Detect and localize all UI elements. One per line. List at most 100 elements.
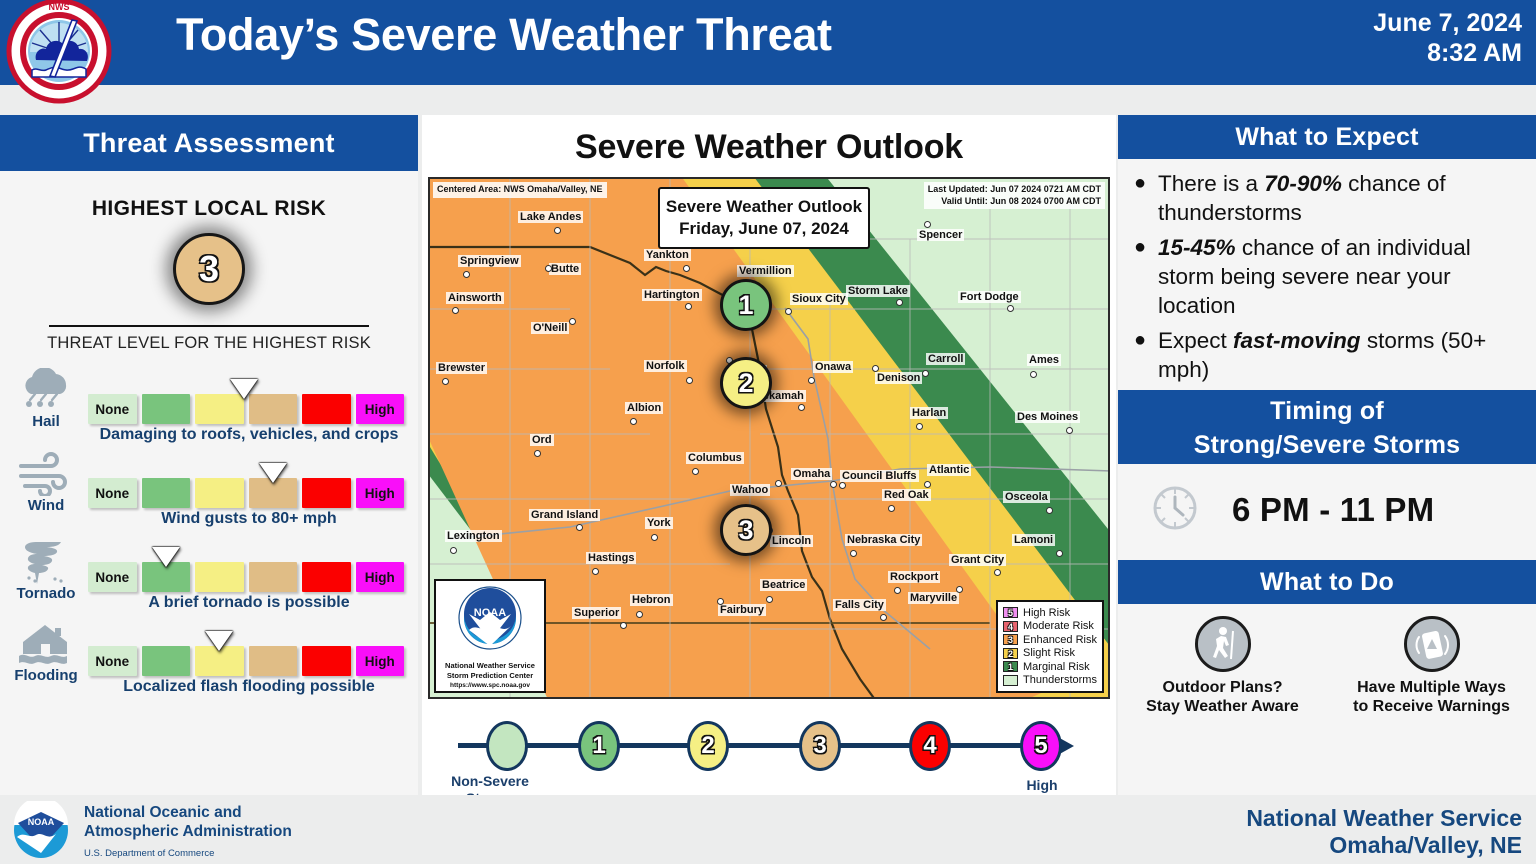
expect-item-3: ● Expect fast-moving storms (50+ mph) bbox=[1134, 326, 1520, 384]
map-city-label: Lexington bbox=[445, 530, 502, 542]
map-city-label: Norfolk bbox=[644, 360, 687, 372]
map-city-label: Grand Island bbox=[529, 509, 601, 521]
hazard-name: Wind bbox=[27, 497, 65, 514]
map-city-dot bbox=[569, 318, 576, 325]
map-city-label: Fort Dodge bbox=[958, 291, 1021, 303]
map-city-dot bbox=[994, 569, 1001, 576]
page-footer: NOAA National Oceanic and Atmospheric Ad… bbox=[0, 795, 1536, 864]
map-city-label: Yankton bbox=[644, 249, 691, 261]
outlook-map[interactable]: Centered Area: NWS Omaha/Valley, NE Last… bbox=[428, 177, 1110, 699]
hazard-row-flooding: Flooding None High Localized flash flooding… bbox=[0, 618, 418, 702]
hazard-marker-tornado bbox=[151, 547, 180, 567]
map-city-dot bbox=[1056, 550, 1063, 557]
scale-cell-3 bbox=[195, 394, 244, 424]
legend-row: 4 Moderate Risk bbox=[1003, 620, 1097, 634]
todo-caption-line2: to Receive Warnings bbox=[1353, 698, 1510, 715]
noaa-logo-icon: NOAA bbox=[8, 797, 74, 864]
legend-row: 5 High Risk bbox=[1003, 606, 1097, 620]
hazard-marker-wind bbox=[258, 463, 287, 483]
map-city-dot bbox=[775, 480, 782, 487]
scale-cell-4 bbox=[248, 394, 297, 424]
scale-cell-4 bbox=[248, 646, 297, 676]
scale-cell-5 bbox=[302, 646, 351, 676]
hazard-name: Flooding bbox=[14, 667, 78, 684]
scale-cell-4 bbox=[248, 478, 297, 508]
map-title-box: Severe Weather Outlook Friday, June 07, … bbox=[658, 187, 870, 249]
map-city-label: Superior bbox=[572, 607, 622, 619]
expect-item-text: Expect fast-moving storms (50+ mph) bbox=[1158, 328, 1487, 382]
map-city-label: Brewster bbox=[436, 362, 488, 374]
map-city-label: Columbus bbox=[686, 452, 744, 464]
legend-label: Thunderstorms bbox=[1023, 674, 1097, 687]
scale-cell-2 bbox=[141, 394, 190, 424]
hazard-icon-box: Hail bbox=[10, 368, 82, 430]
map-city-label: Ainsworth bbox=[446, 292, 504, 304]
map-city-dot bbox=[717, 598, 724, 605]
scale-cell-1: None bbox=[88, 394, 137, 424]
map-city-label: Rockport bbox=[888, 571, 941, 583]
header-time: 8:32 AM bbox=[1427, 39, 1522, 67]
map-city-dot bbox=[442, 378, 449, 385]
phone-alert-icon bbox=[1403, 616, 1460, 672]
map-city-dot bbox=[1066, 427, 1073, 434]
map-city-label: Council Bluffs bbox=[840, 470, 919, 482]
spc-logo-box: NOAA National Weather Service Storm Pred… bbox=[434, 579, 546, 693]
todo-item: Have Multiple Ways to Receive Warnings bbox=[1327, 616, 1536, 716]
map-city-label: Carroll bbox=[926, 353, 966, 365]
hazard-row-tornado: Tornado None High A brief tornado is possib… bbox=[0, 534, 418, 618]
hazard-description: Wind gusts to 80+ mph bbox=[161, 510, 337, 527]
scale-cell-5 bbox=[302, 478, 351, 508]
map-title-line1: Severe Weather Outlook bbox=[665, 197, 863, 216]
noaa-line2: Atmospheric Administration bbox=[84, 823, 292, 840]
map-city-label: Osceola bbox=[1003, 491, 1050, 503]
scale-node-4: 4 bbox=[909, 721, 951, 771]
legend-label: Slight Risk bbox=[1023, 647, 1075, 660]
legend-row: 1 Marginal Risk bbox=[1003, 660, 1097, 674]
scale-cell-2 bbox=[141, 646, 190, 676]
hazard-scale: None High bbox=[88, 478, 404, 508]
legend-label: Moderate Risk bbox=[1023, 620, 1094, 633]
hazard-scale: None High bbox=[88, 646, 404, 676]
scale-cell-6: High bbox=[355, 394, 404, 424]
clock-icon bbox=[1152, 485, 1198, 536]
todo-caption-line1: Have Multiple Ways bbox=[1357, 679, 1506, 696]
map-city-label: Storm Lake bbox=[846, 285, 910, 297]
map-city-dot bbox=[452, 307, 459, 314]
map-city-label: Butte bbox=[549, 263, 582, 275]
expect-item-1: ● There is a 70-90% chance of thunderstor… bbox=[1134, 169, 1520, 227]
map-city-label: Lake Andes bbox=[518, 211, 584, 223]
map-city-dot bbox=[685, 303, 692, 310]
tornado-icon bbox=[10, 536, 82, 584]
legend-swatch bbox=[1003, 674, 1018, 686]
legend-swatch: 5 bbox=[1003, 607, 1018, 619]
what-to-expect-list: ● There is a 70-90% chance of thunderstor… bbox=[1118, 159, 1536, 384]
map-city-label: Fairbury bbox=[718, 604, 767, 616]
severe-weather-outlook-panel: Severe Weather Outlook Ce bbox=[422, 115, 1116, 806]
map-city-label: York bbox=[645, 517, 673, 529]
map-city-dot bbox=[1007, 305, 1014, 312]
hazard-list: Hail None High Damaging to roofs, vehicles,… bbox=[0, 366, 418, 702]
map-city-dot bbox=[922, 370, 929, 377]
threat-assessment-heading: Threat Assessment bbox=[0, 115, 418, 171]
map-city-dot bbox=[450, 547, 457, 554]
highest-local-risk-label: HIGHEST LOCAL RISK bbox=[91, 197, 327, 220]
map-city-dot bbox=[916, 423, 923, 430]
expect-item-2: ● 15-45% chance of an individual storm be… bbox=[1134, 233, 1520, 320]
map-city-label: Des Moines bbox=[1015, 411, 1081, 423]
scale-left-caption-line1: Non-Severe bbox=[451, 773, 529, 789]
map-city-dot bbox=[630, 418, 637, 425]
map-city-label: Spencer bbox=[917, 229, 965, 241]
map-city-dot bbox=[686, 377, 693, 384]
nws-logo-icon: NWS bbox=[6, 0, 112, 104]
map-city-label: Wahoo bbox=[730, 484, 771, 496]
map-city-dot bbox=[620, 622, 627, 629]
timing-heading-line2: Strong/Severe Storms bbox=[1193, 431, 1461, 459]
nws-line2: Omaha/Valley, NE bbox=[1329, 832, 1522, 858]
threat-level-caption: THREAT LEVEL FOR THE HIGHEST RISK bbox=[47, 334, 371, 352]
hazard-row-wind: Wind None High Wind gusts to 80+ mph bbox=[0, 450, 418, 534]
bullet-icon: ● bbox=[1134, 172, 1147, 194]
hazard-icon-box: Wind bbox=[10, 452, 82, 514]
map-city-dot bbox=[896, 299, 903, 306]
map-validity: Last Updated: Jun 07 2024 0721 AM CDT Va… bbox=[923, 182, 1105, 209]
scale-cell-5 bbox=[302, 394, 351, 424]
